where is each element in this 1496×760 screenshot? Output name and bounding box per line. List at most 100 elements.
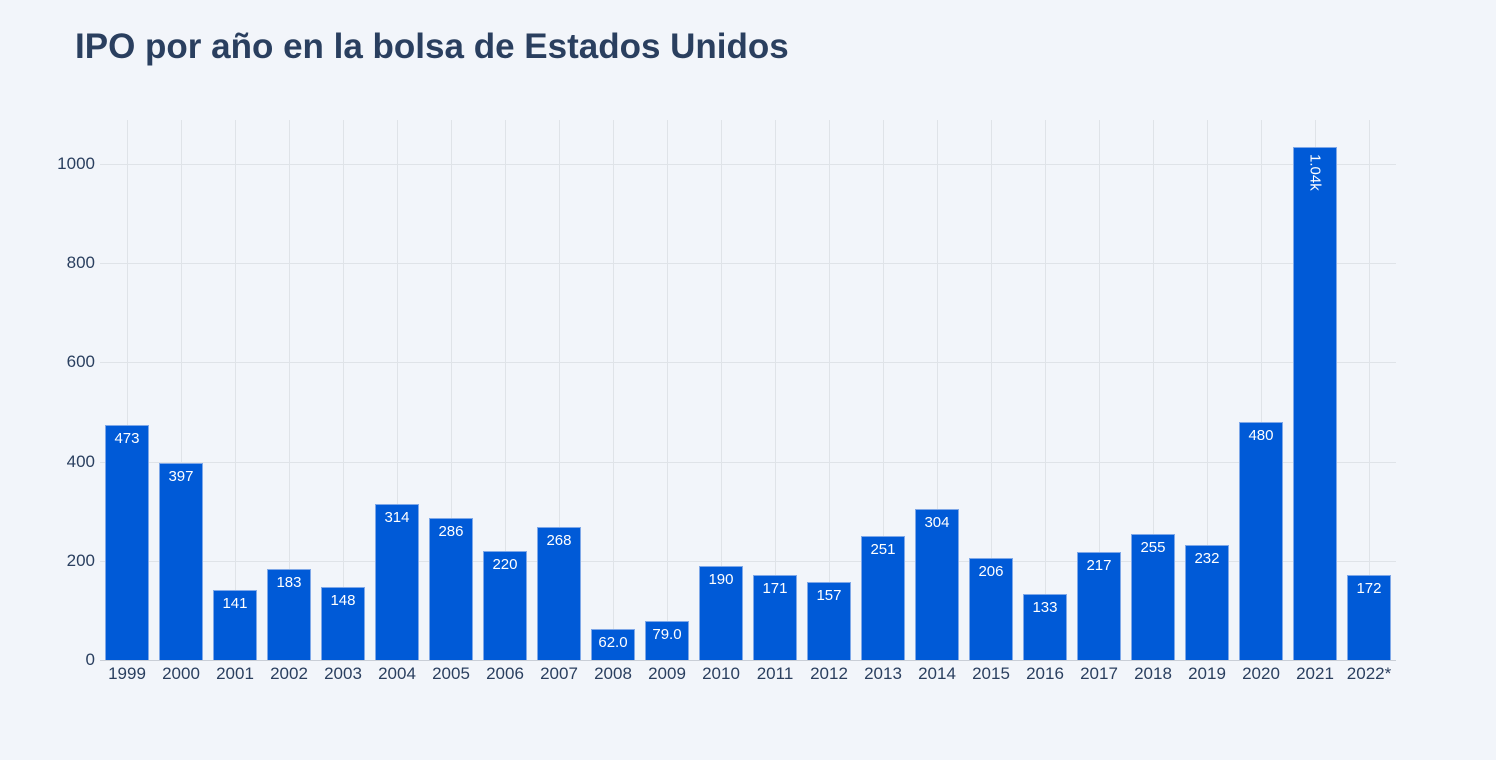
x-tick-label: 2015 bbox=[972, 664, 1010, 683]
bar-value-label: 148 bbox=[330, 591, 356, 609]
x-tick-label: 2022* bbox=[1346, 664, 1392, 683]
bar-2000[interactable]: 397 bbox=[159, 463, 203, 660]
bar-value-label: 141 bbox=[222, 595, 248, 613]
x-tick-label: 2011 bbox=[756, 664, 794, 683]
gridline-vertical bbox=[883, 120, 884, 660]
y-tick-label: 200 bbox=[66, 550, 95, 570]
gridline-vertical bbox=[613, 120, 614, 660]
chart-title: IPO por año en la bolsa de Estados Unido… bbox=[75, 27, 789, 66]
gridline-vertical bbox=[829, 120, 830, 660]
bar-2010[interactable]: 190 bbox=[699, 565, 743, 660]
bar-value-label: 133 bbox=[1032, 599, 1058, 617]
bar-value-label: 220 bbox=[492, 555, 518, 573]
gridline-horizontal bbox=[100, 164, 1396, 166]
gridline-vertical bbox=[505, 120, 506, 660]
gridline-horizontal bbox=[100, 362, 1396, 364]
bar-2022*[interactable]: 172 bbox=[1347, 574, 1391, 660]
bar-value-label: 397 bbox=[168, 468, 194, 486]
x-tick-label: 2005 bbox=[432, 664, 470, 683]
bar-2014[interactable]: 304 bbox=[915, 509, 959, 660]
bar-value-label: 172 bbox=[1356, 579, 1382, 597]
bar-value-label: 268 bbox=[546, 532, 572, 550]
bar-value-label: 1.04k bbox=[1306, 153, 1324, 191]
bar-value-label: 171 bbox=[762, 580, 788, 598]
x-tick-label: 2006 bbox=[486, 664, 524, 683]
bar-value-label: 157 bbox=[816, 587, 842, 605]
bar-2006[interactable]: 220 bbox=[483, 550, 527, 660]
x-tick-label: 2019 bbox=[1188, 664, 1226, 683]
gridline-vertical bbox=[721, 120, 722, 660]
bar-1999[interactable]: 473 bbox=[105, 425, 149, 660]
gridline-vertical bbox=[1045, 120, 1046, 660]
bar-value-label: 183 bbox=[276, 574, 302, 592]
y-tick-label: 1000 bbox=[57, 154, 95, 174]
bar-2020[interactable]: 480 bbox=[1239, 421, 1283, 660]
bar-2002[interactable]: 183 bbox=[267, 569, 311, 660]
bar-value-label: 232 bbox=[1194, 549, 1220, 567]
x-tick-label: 2004 bbox=[378, 664, 416, 683]
bar-2017[interactable]: 217 bbox=[1077, 552, 1121, 660]
y-tick-label: 400 bbox=[66, 451, 95, 471]
bar-value-label: 314 bbox=[384, 509, 410, 527]
gridline-horizontal bbox=[100, 560, 1396, 562]
gridline-vertical bbox=[451, 120, 452, 660]
gridline-vertical bbox=[559, 120, 560, 660]
gridline-vertical bbox=[397, 120, 398, 660]
bar-2004[interactable]: 314 bbox=[375, 504, 419, 660]
gridline-vertical bbox=[1207, 120, 1208, 660]
x-tick-label: 2010 bbox=[702, 664, 740, 683]
x-tick-label: 2017 bbox=[1080, 664, 1118, 683]
plot-area: 473 397 141 183 148 314 286 220 268 62.0 79.0 190 17… bbox=[100, 120, 1396, 661]
gridline-vertical bbox=[1369, 120, 1370, 660]
gridline-horizontal bbox=[100, 461, 1396, 463]
x-tick-label: 2018 bbox=[1134, 664, 1172, 683]
gridline-vertical bbox=[235, 120, 236, 660]
gridline-vertical bbox=[1261, 120, 1262, 660]
zero-line bbox=[100, 660, 1396, 661]
bar-2015[interactable]: 206 bbox=[969, 557, 1013, 660]
bar-value-label: 473 bbox=[114, 430, 140, 448]
gridline-vertical bbox=[289, 120, 290, 660]
x-tick-label: 2001 bbox=[216, 664, 254, 683]
bar-2012[interactable]: 157 bbox=[807, 582, 851, 660]
bar-value-label: 480 bbox=[1248, 426, 1274, 444]
x-tick-label: 2007 bbox=[540, 664, 578, 683]
bar-2003[interactable]: 148 bbox=[321, 586, 365, 660]
bar-value-label: 251 bbox=[870, 540, 896, 558]
x-tick-label: 2016 bbox=[1026, 664, 1064, 683]
y-tick-label: 600 bbox=[66, 352, 95, 372]
x-tick-label: 2000 bbox=[162, 664, 200, 683]
bar-value-label: 79.0 bbox=[652, 625, 682, 643]
bar-2021[interactable]: 1.04k bbox=[1293, 146, 1337, 660]
gridline-vertical bbox=[937, 120, 938, 660]
bar-2009[interactable]: 79.0 bbox=[645, 620, 689, 660]
y-tick-label: 0 bbox=[85, 650, 95, 669]
bar-2011[interactable]: 171 bbox=[753, 575, 797, 660]
bar-2001[interactable]: 141 bbox=[213, 590, 257, 660]
gridline-vertical bbox=[1153, 120, 1154, 660]
x-tick-label: 2012 bbox=[810, 664, 848, 683]
x-tick-label: 2002 bbox=[270, 664, 308, 683]
bar-2008[interactable]: 62.0 bbox=[591, 629, 635, 660]
x-tick-label: 2009 bbox=[648, 664, 686, 683]
bar-2013[interactable]: 251 bbox=[861, 535, 905, 660]
bar-2016[interactable]: 133 bbox=[1023, 594, 1067, 660]
gridline-vertical bbox=[127, 120, 128, 660]
x-tick-label: 1999 bbox=[108, 664, 146, 683]
bar-2019[interactable]: 232 bbox=[1185, 544, 1229, 660]
x-tick-label: 2021 bbox=[1296, 664, 1334, 683]
gridline-vertical bbox=[181, 120, 182, 660]
bar-2005[interactable]: 286 bbox=[429, 518, 473, 660]
x-tick-label: 2008 bbox=[594, 664, 632, 683]
bar-value-label: 255 bbox=[1140, 538, 1166, 556]
gridline-horizontal bbox=[100, 263, 1396, 265]
bar-value-label: 190 bbox=[708, 570, 734, 588]
x-tick-label: 2013 bbox=[864, 664, 902, 683]
bar-value-label: 217 bbox=[1086, 557, 1112, 575]
gridline-vertical bbox=[1099, 120, 1100, 660]
bar-2018[interactable]: 255 bbox=[1131, 533, 1175, 660]
bar-value-label: 304 bbox=[924, 514, 950, 532]
bar-value-label: 206 bbox=[978, 562, 1004, 580]
x-tick-label: 2020 bbox=[1242, 664, 1280, 683]
bar-2007[interactable]: 268 bbox=[537, 527, 581, 660]
